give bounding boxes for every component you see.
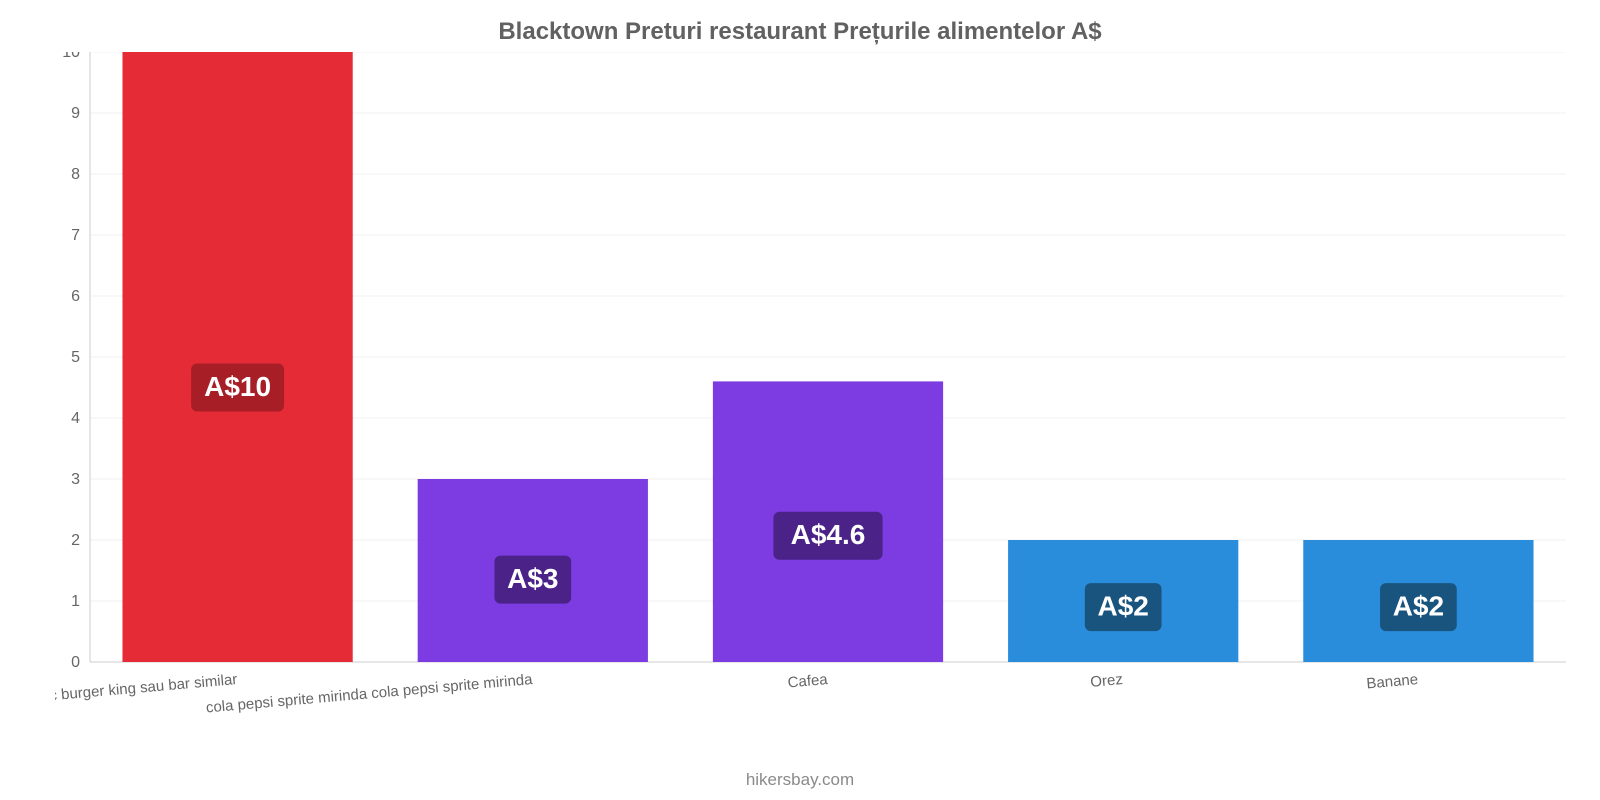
y-tick-label: 4 <box>71 410 80 427</box>
bar <box>122 52 352 662</box>
credit-text: hikersbay.com <box>0 770 1600 790</box>
bar-value-text: A$2 <box>1393 590 1444 621</box>
y-axis: 0 1 2 3 4 5 6 7 8 9 10 <box>62 52 80 671</box>
y-tick-label: 9 <box>71 105 80 122</box>
bar-value-text: A$10 <box>204 371 271 402</box>
y-tick-label: 7 <box>71 227 80 244</box>
x-tick-label: Orez <box>1090 671 1124 691</box>
x-tick-label: Banane <box>1366 671 1419 692</box>
chart-plot: 0 1 2 3 4 5 6 7 8 9 10 A$10 A$3 A$4.6 A$2 A$2 mac burg… <box>55 52 1571 714</box>
y-tick-label: 2 <box>71 532 80 549</box>
x-axis: mac burger king sau bar similarcola peps… <box>55 671 1419 714</box>
x-tick-label: Cafea <box>787 671 829 691</box>
x-tick-label: cola pepsi sprite mirinda cola pepsi spr… <box>205 671 534 714</box>
y-tick-label: 6 <box>71 288 80 305</box>
y-tick-label: 0 <box>71 654 80 671</box>
y-tick-label: 10 <box>62 52 80 61</box>
chart-title: Blacktown Preturi restaurant Prețurile a… <box>0 0 1600 46</box>
bar-value-text: A$2 <box>1098 590 1149 621</box>
y-tick-label: 5 <box>71 349 80 366</box>
y-tick-label: 1 <box>71 593 80 610</box>
y-tick-label: 3 <box>71 471 80 488</box>
bar-value-text: A$3 <box>507 563 558 594</box>
bar-value-text: A$4.6 <box>791 519 866 550</box>
y-tick-label: 8 <box>71 166 80 183</box>
